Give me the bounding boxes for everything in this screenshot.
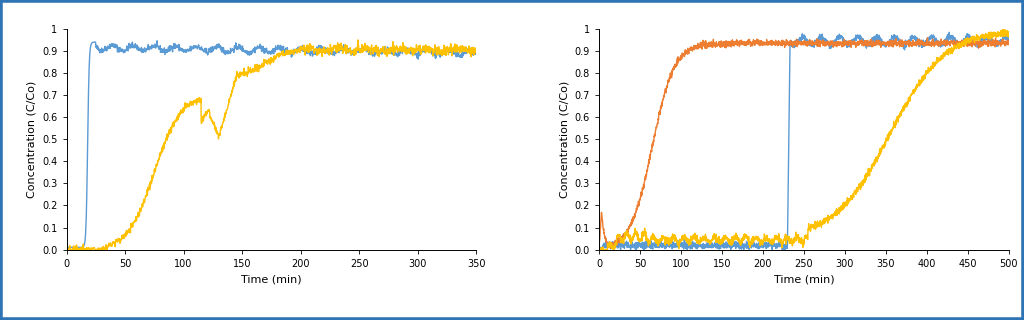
H20: [990, 40, 1002, 44]
He: [614, 248, 627, 252]
CO2: [60, 248, 73, 252]
He: [464, 49, 476, 53]
He: [781, 236, 794, 239]
He: [60, 245, 73, 249]
CO2: [781, 237, 794, 241]
H20: [613, 239, 626, 243]
He: [202, 51, 214, 54]
CO2: [991, 32, 1004, 36]
He: [991, 40, 1004, 44]
CO2: [250, 68, 262, 71]
CO2: [160, 137, 172, 141]
CO2: [275, 51, 288, 54]
He: [160, 50, 172, 54]
He: [793, 39, 805, 43]
He: [151, 39, 163, 43]
H20: [593, 248, 605, 252]
CO2: [593, 246, 605, 250]
CO2: [60, 246, 73, 250]
H20: [1002, 40, 1015, 44]
CO2: [614, 235, 627, 239]
H20: [922, 36, 934, 40]
CO2: [470, 47, 482, 51]
He: [393, 53, 406, 57]
He: [250, 47, 262, 51]
He: [943, 30, 955, 34]
He: [1002, 36, 1015, 39]
CO2: [593, 248, 605, 252]
Line: CO2: CO2: [67, 40, 476, 250]
CO2: [793, 233, 805, 236]
Line: CO2: CO2: [599, 29, 1009, 250]
CO2: [202, 109, 214, 113]
He: [470, 52, 482, 56]
Y-axis label: Concentration (C/Co): Concentration (C/Co): [559, 81, 569, 198]
Line: He: He: [67, 41, 476, 247]
CO2: [393, 46, 406, 50]
CO2: [915, 80, 928, 84]
X-axis label: Time (min): Time (min): [241, 274, 302, 284]
He: [275, 49, 288, 52]
CO2: [1002, 30, 1015, 34]
He: [915, 45, 928, 49]
CO2: [351, 38, 364, 42]
H20: [792, 39, 804, 43]
He: [613, 243, 626, 247]
H20: [991, 43, 1004, 47]
Y-axis label: Concentration (C/Co): Concentration (C/Co): [27, 81, 37, 198]
Line: H20: H20: [599, 38, 1009, 250]
CO2: [996, 27, 1009, 31]
CO2: [465, 49, 477, 52]
He: [593, 245, 605, 249]
X-axis label: Time (min): Time (min): [773, 274, 835, 284]
H20: [781, 41, 794, 45]
CO2: [990, 32, 1002, 36]
He: [991, 42, 1004, 46]
H20: [915, 38, 928, 42]
Line: He: He: [599, 32, 1009, 250]
